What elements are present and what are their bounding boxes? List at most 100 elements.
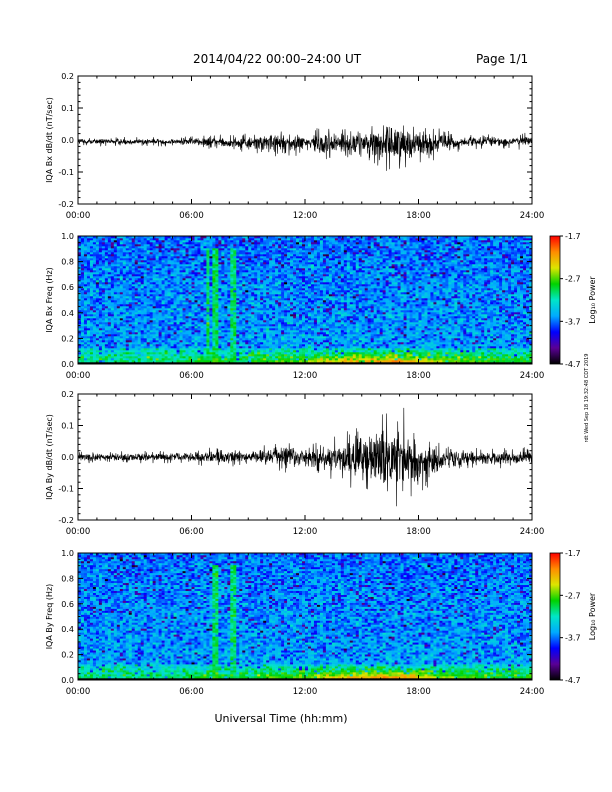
spectrogram-cell [180, 296, 183, 298]
spectrogram-cell [266, 272, 269, 274]
spectrogram-cell [230, 260, 233, 262]
spectrogram-cell [147, 290, 150, 292]
spectrogram-cell [212, 336, 215, 338]
spectrogram-cell [227, 322, 230, 324]
spectrogram-cell [126, 294, 129, 296]
spectrogram-cell [177, 344, 180, 346]
spectrogram-cell [135, 318, 138, 320]
spectrogram-cell [168, 338, 171, 340]
spectrogram-cell [156, 338, 159, 340]
spectrogram-cell [96, 238, 99, 240]
spectrogram-cell [102, 268, 105, 270]
spectrogram-cell [242, 306, 245, 308]
spectrogram-cell [284, 296, 287, 298]
spectrogram-cell [138, 276, 141, 278]
spectrogram-cell [105, 252, 108, 254]
spectrogram-cell [221, 318, 224, 320]
spectrogram-cell [123, 348, 126, 350]
spectrogram-cell [269, 308, 272, 310]
spectrogram-cell [281, 286, 284, 288]
spectrogram-cell [180, 358, 183, 360]
spectrogram-cell [159, 300, 162, 302]
spectrogram-cell [215, 290, 218, 292]
spectrogram-cell [87, 278, 90, 280]
spectrogram-cell [269, 304, 272, 306]
spectrogram-cell [144, 290, 147, 292]
spectrogram-cell [132, 312, 135, 314]
spectrogram-cell [290, 346, 293, 348]
spectrogram-cell [87, 328, 90, 330]
spectrogram-cell [114, 310, 117, 312]
spectrogram-cell [135, 244, 138, 246]
spectrogram-cell [197, 240, 200, 242]
spectrogram-cell [177, 298, 180, 300]
spectrogram-cell [180, 314, 183, 316]
spectrogram-cell [290, 314, 293, 316]
spectrogram-cell [278, 268, 281, 270]
spectrogram-cell [123, 268, 126, 270]
spectrogram-cell [260, 258, 263, 260]
spectrogram-cell [227, 338, 230, 340]
spectrogram-cell [281, 350, 284, 352]
spectrogram-cell [102, 354, 105, 356]
spectrogram-cell [218, 284, 221, 286]
spectrogram-cell [212, 264, 215, 266]
spectrogram-cell [284, 332, 287, 334]
spectrogram-cell [242, 260, 245, 262]
spectrogram-cell [272, 282, 275, 284]
spectrogram-cell [209, 238, 212, 240]
spectrogram-cell [93, 298, 96, 300]
spectrogram-cell [183, 360, 186, 362]
spectrogram-cell [114, 250, 117, 252]
spectrogram-cell [245, 328, 248, 330]
spectrogram-cell [138, 248, 141, 250]
spectrogram-cell [171, 266, 174, 268]
spectrogram-cell [96, 288, 99, 290]
spectrogram-cell [302, 268, 305, 270]
spectrogram-cell [183, 250, 186, 252]
spectrogram-cell [203, 318, 206, 320]
spectrogram-cell [111, 324, 114, 326]
spectrogram-cell [215, 314, 218, 316]
spectrogram-cell [224, 284, 227, 286]
spectrogram-cell [144, 322, 147, 324]
spectrogram-cell [174, 256, 177, 258]
spectrogram-cell [93, 332, 96, 334]
spectrogram-cell [245, 288, 248, 290]
spectrogram-cell [197, 350, 200, 352]
spectrogram-cell [192, 270, 195, 272]
spectrogram-cell [162, 246, 165, 248]
spectrogram-cell [239, 274, 242, 276]
spectrogram-cell [153, 322, 156, 324]
spectrogram-cell [278, 244, 281, 246]
spectrogram-cell [212, 322, 215, 324]
spectrogram-cell [287, 238, 290, 240]
spectrogram-cell [302, 330, 305, 332]
spectrogram-cell [248, 316, 251, 318]
spectrogram-cell [186, 268, 189, 270]
spectrogram-cell [296, 246, 299, 248]
spectrogram-cell [290, 356, 293, 358]
spectrogram-cell [123, 238, 126, 240]
spectrogram-cell [287, 256, 290, 258]
spectrogram-cell [108, 322, 111, 324]
spectrogram-cell [114, 302, 117, 304]
spectrogram-cell [254, 298, 257, 300]
spectrogram-cell [302, 334, 305, 336]
spectrogram-cell [180, 256, 183, 258]
spectrogram-cell [153, 360, 156, 362]
spectrogram-cell [168, 252, 171, 254]
spectrogram-cell [215, 278, 218, 280]
spectrogram-cell [284, 250, 287, 252]
spectrogram-cell [197, 288, 200, 290]
spectrogram-cell [293, 288, 296, 290]
spectrogram-cell [123, 354, 126, 356]
spectrogram-cell [144, 308, 147, 310]
spectrogram-cell [108, 334, 111, 336]
spectrogram-cell [218, 316, 221, 318]
spectrogram-cell [215, 334, 218, 336]
spectrogram-cell [168, 294, 171, 296]
spectrogram-cell [84, 348, 87, 350]
spectrogram-cell [260, 334, 263, 336]
spectrogram-cell [99, 282, 102, 284]
